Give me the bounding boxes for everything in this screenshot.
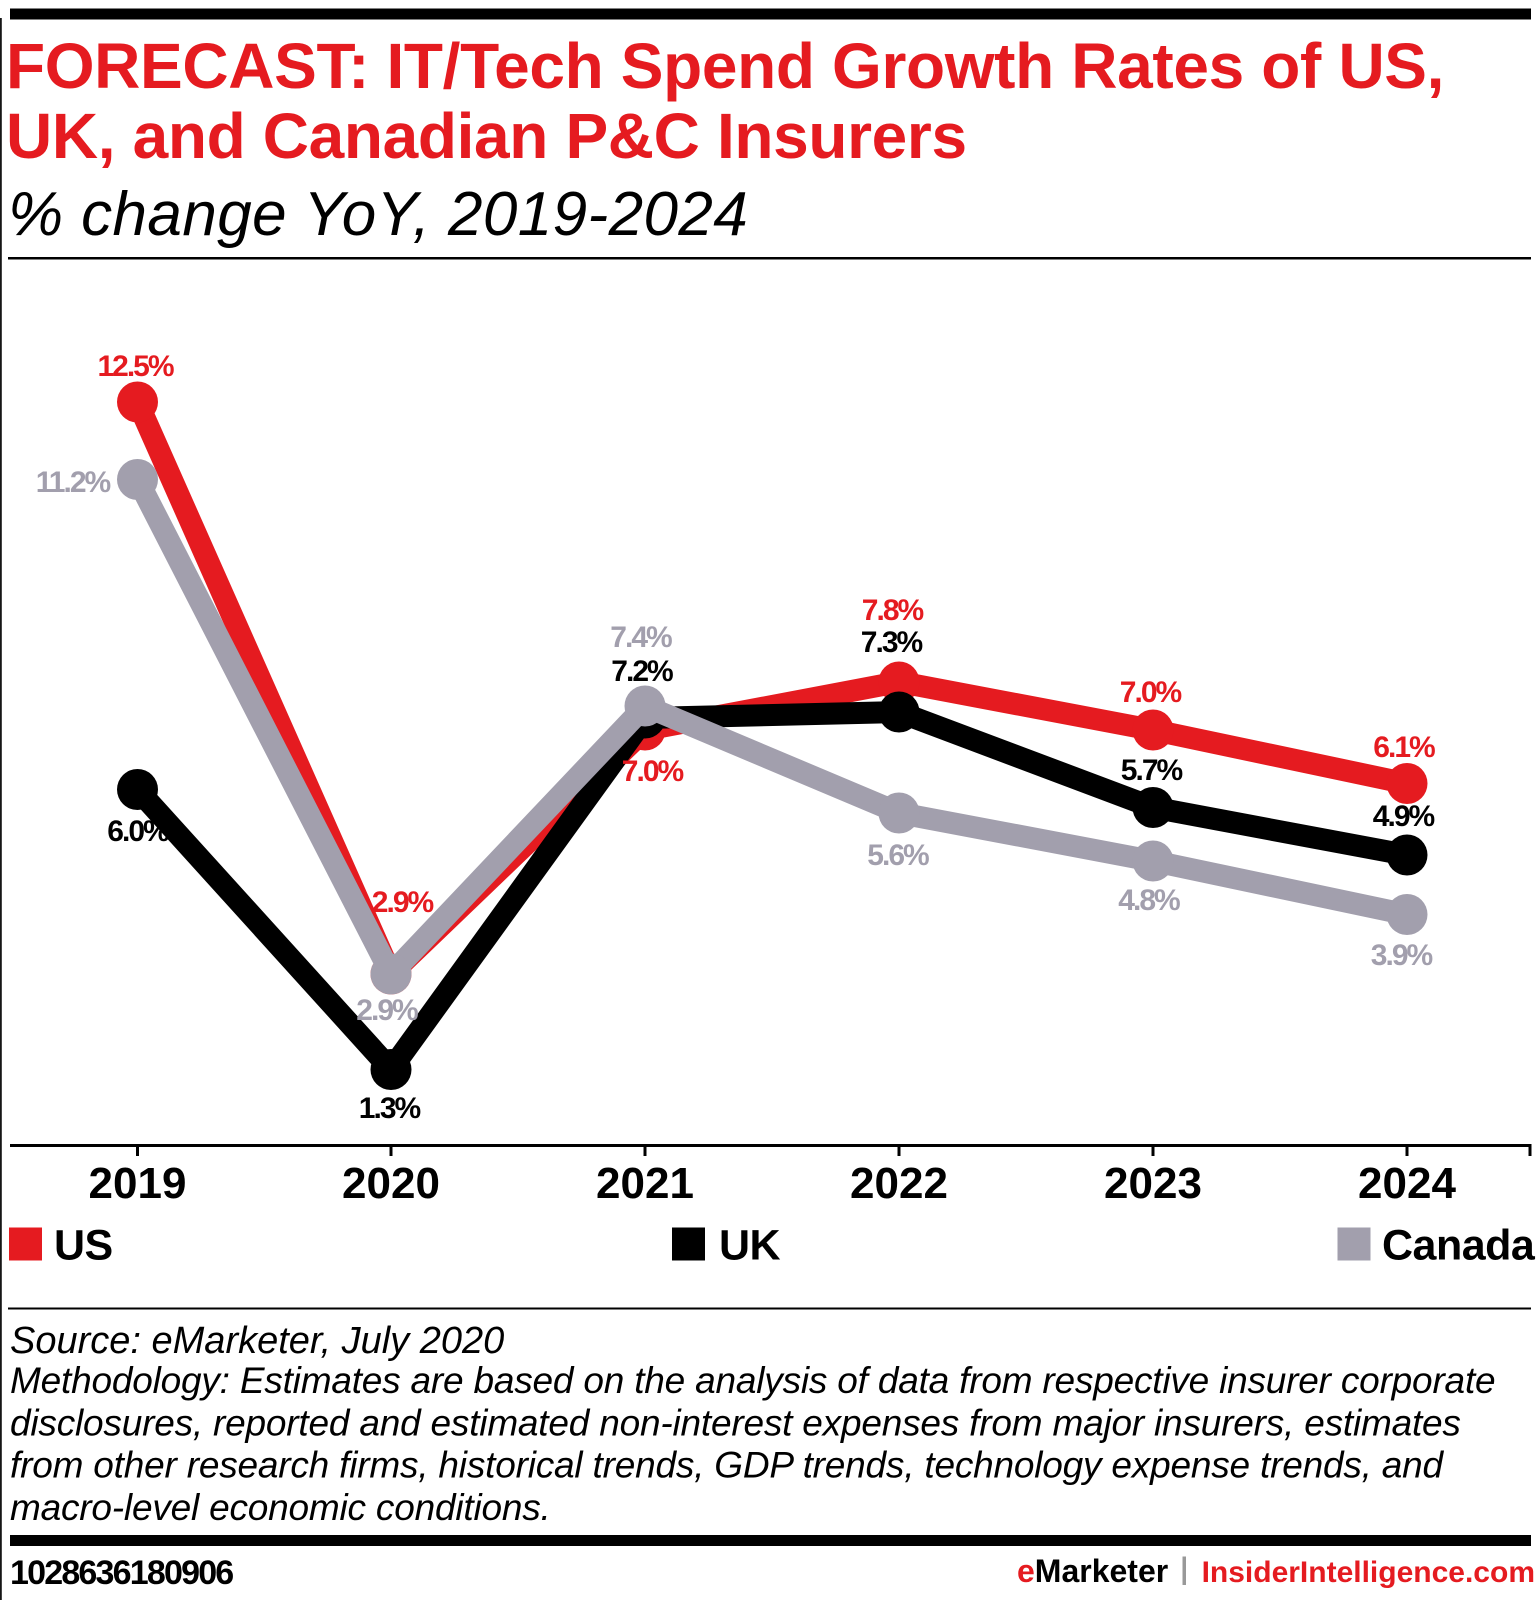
svg-text:InsiderIntelligence.com: InsiderIntelligence.com bbox=[1202, 1556, 1535, 1589]
svg-text:from other research firms, his: from other research firms, historical tr… bbox=[10, 1445, 1445, 1486]
svg-text:% change YoY, 2019-2024: % change YoY, 2019-2024 bbox=[8, 180, 748, 249]
svg-text:2.9%: 2.9% bbox=[356, 994, 418, 1027]
svg-text:eMarketer: eMarketer bbox=[1017, 1553, 1168, 1589]
svg-text:7.0%: 7.0% bbox=[622, 755, 684, 788]
svg-text:2024: 2024 bbox=[1358, 1159, 1456, 1208]
svg-text:2023: 2023 bbox=[1104, 1159, 1202, 1208]
svg-text:7.3%: 7.3% bbox=[861, 626, 923, 659]
svg-text:UK: UK bbox=[719, 1222, 781, 1270]
svg-text:2022: 2022 bbox=[850, 1159, 948, 1208]
svg-text:UK, and Canadian P&C Insurers: UK, and Canadian P&C Insurers bbox=[6, 100, 967, 172]
svg-text:6.1%: 6.1% bbox=[1373, 731, 1435, 764]
svg-text:Methodology: Estimates are bas: Methodology: Estimates are based on the … bbox=[10, 1360, 1495, 1401]
svg-text:FORECAST: IT/Tech Spend Growth: FORECAST: IT/Tech Spend Growth Rates of … bbox=[6, 30, 1444, 102]
svg-text:5.7%: 5.7% bbox=[1121, 754, 1183, 787]
svg-text:7.4%: 7.4% bbox=[610, 621, 672, 654]
svg-text:11.2%: 11.2% bbox=[36, 466, 111, 499]
svg-text:7.2%: 7.2% bbox=[611, 655, 673, 688]
svg-text:7.0%: 7.0% bbox=[1120, 676, 1182, 709]
svg-text:4.8%: 4.8% bbox=[1118, 884, 1180, 917]
svg-text:6.0%: 6.0% bbox=[107, 815, 169, 848]
svg-text:2020: 2020 bbox=[342, 1159, 440, 1208]
svg-text:1028636180906: 1028636180906 bbox=[10, 1554, 233, 1592]
svg-text:3.9%: 3.9% bbox=[1371, 939, 1433, 972]
svg-text:1.3%: 1.3% bbox=[359, 1092, 421, 1125]
svg-text:Source: eMarketer, July 2020: Source: eMarketer, July 2020 bbox=[10, 1320, 504, 1362]
svg-text:disclosures, reported and esti: disclosures, reported and estimated non-… bbox=[10, 1402, 1461, 1443]
svg-text:4.9%: 4.9% bbox=[1373, 800, 1435, 833]
svg-text:US: US bbox=[54, 1222, 113, 1270]
svg-text:Canada: Canada bbox=[1382, 1222, 1536, 1270]
svg-text:2.9%: 2.9% bbox=[372, 886, 434, 919]
svg-text:5.6%: 5.6% bbox=[867, 839, 929, 872]
svg-text:2019: 2019 bbox=[89, 1159, 187, 1208]
svg-text:macro-level economic condition: macro-level economic conditions. bbox=[10, 1487, 551, 1528]
svg-text:7.8%: 7.8% bbox=[862, 594, 924, 627]
svg-text:2021: 2021 bbox=[596, 1159, 694, 1208]
svg-text:12.5%: 12.5% bbox=[97, 350, 173, 383]
